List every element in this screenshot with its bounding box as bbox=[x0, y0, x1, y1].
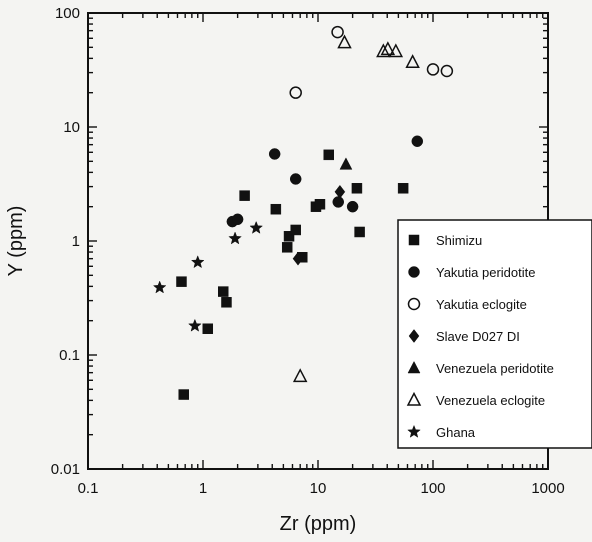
point-shimizu bbox=[281, 242, 293, 253]
y-tick-label: 100 bbox=[55, 5, 80, 22]
point-shimizu bbox=[270, 203, 282, 215]
x-axis-title: Zr (ppm) bbox=[280, 513, 357, 535]
point-venezuela-eclogite bbox=[376, 43, 391, 58]
point-shimizu bbox=[239, 190, 250, 201]
legend: Shimizu Yakutia peridotite Yakutia eclogit… bbox=[397, 219, 592, 449]
legend-marker-ghana bbox=[407, 424, 421, 438]
point-yakutia-peridotite bbox=[411, 135, 424, 147]
point-shimizu bbox=[351, 183, 363, 194]
point-ghana bbox=[188, 318, 202, 332]
y-axis-ticks: 0.01 0.1 1 10 100 bbox=[51, 5, 548, 478]
legend-marker-venezuela-peridotite bbox=[407, 360, 421, 374]
point-venezuela-eclogite bbox=[405, 54, 420, 68]
point-slave-d027-di bbox=[292, 251, 304, 266]
x-axis-ticks: 0.1 1 10 100 1000 bbox=[78, 13, 565, 497]
point-venezuela-eclogite bbox=[337, 34, 352, 49]
point-venezuela-peridotite bbox=[339, 157, 353, 170]
point-yakutia-peridotite bbox=[268, 148, 281, 160]
point-shimizu bbox=[283, 231, 295, 242]
point-yakutia-eclogite bbox=[331, 25, 344, 39]
point-yakutia-peridotite bbox=[231, 213, 244, 226]
legend-label-yakutia-peridotite: Yakutia peridotite bbox=[436, 265, 536, 280]
y-tick-label: 10 bbox=[63, 119, 80, 136]
legend-label-venezuela-eclogite: Venezuela eclogite bbox=[436, 393, 545, 408]
y-tick-label: 1 bbox=[72, 233, 80, 250]
legend-marker-yakutia-peridotite bbox=[408, 266, 420, 278]
point-ghana bbox=[190, 255, 205, 269]
point-slave-d027-di bbox=[334, 184, 346, 199]
point-shimizu bbox=[218, 286, 229, 297]
y-axis-title: Y (ppm) bbox=[5, 206, 27, 277]
x-tick-label: 100 bbox=[420, 480, 445, 497]
point-shimizu bbox=[290, 224, 301, 236]
point-yakutia-eclogite bbox=[289, 86, 302, 99]
legend-marker-venezuela-eclogite bbox=[406, 391, 422, 406]
point-venezuela-eclogite bbox=[292, 368, 308, 383]
legend-label-slave-d027-di: Slave D027 DI bbox=[436, 329, 520, 344]
point-yakutia-peridotite bbox=[346, 200, 359, 213]
y-tick-label: 0.1 bbox=[59, 347, 80, 364]
point-ghana bbox=[228, 231, 242, 245]
point-shimizu bbox=[202, 323, 214, 334]
point-yakutia-peridotite bbox=[289, 173, 302, 185]
point-shimizu bbox=[176, 276, 187, 287]
legend-label-yakutia-eclogite: Yakutia eclogite bbox=[436, 297, 527, 312]
point-venezuela-eclogite bbox=[388, 43, 404, 58]
point-shimizu bbox=[221, 297, 232, 308]
point-shimizu bbox=[178, 389, 189, 400]
point-shimizu bbox=[323, 149, 334, 161]
point-ghana bbox=[152, 280, 167, 294]
data-points bbox=[152, 25, 454, 400]
x-tick-label: 1000 bbox=[531, 480, 564, 497]
legend-marker-slave-d027-di bbox=[408, 329, 420, 343]
x-tick-label: 1 bbox=[199, 480, 207, 497]
point-shimizu bbox=[314, 199, 326, 210]
point-ghana bbox=[249, 220, 264, 234]
y-tick-label: 0.01 bbox=[51, 461, 80, 478]
legend-label-ghana: Ghana bbox=[436, 425, 476, 440]
x-tick-label: 10 bbox=[310, 480, 327, 497]
legend-marker-shimizu bbox=[408, 234, 420, 246]
point-yakutia-peridotite bbox=[332, 196, 345, 208]
legend-label-venezuela-peridotite: Venezuela peridotite bbox=[436, 361, 554, 376]
legend-marker-yakutia-eclogite bbox=[407, 297, 421, 311]
legend-box bbox=[397, 219, 592, 449]
point-yakutia-eclogite bbox=[426, 63, 440, 76]
point-venezuela-eclogite bbox=[380, 41, 396, 56]
point-shimizu bbox=[397, 183, 409, 194]
legend-label-shimizu: Shimizu bbox=[436, 233, 482, 248]
point-shimizu bbox=[354, 226, 365, 238]
x-tick-label: 0.1 bbox=[78, 480, 99, 497]
point-yakutia-eclogite bbox=[440, 64, 454, 78]
